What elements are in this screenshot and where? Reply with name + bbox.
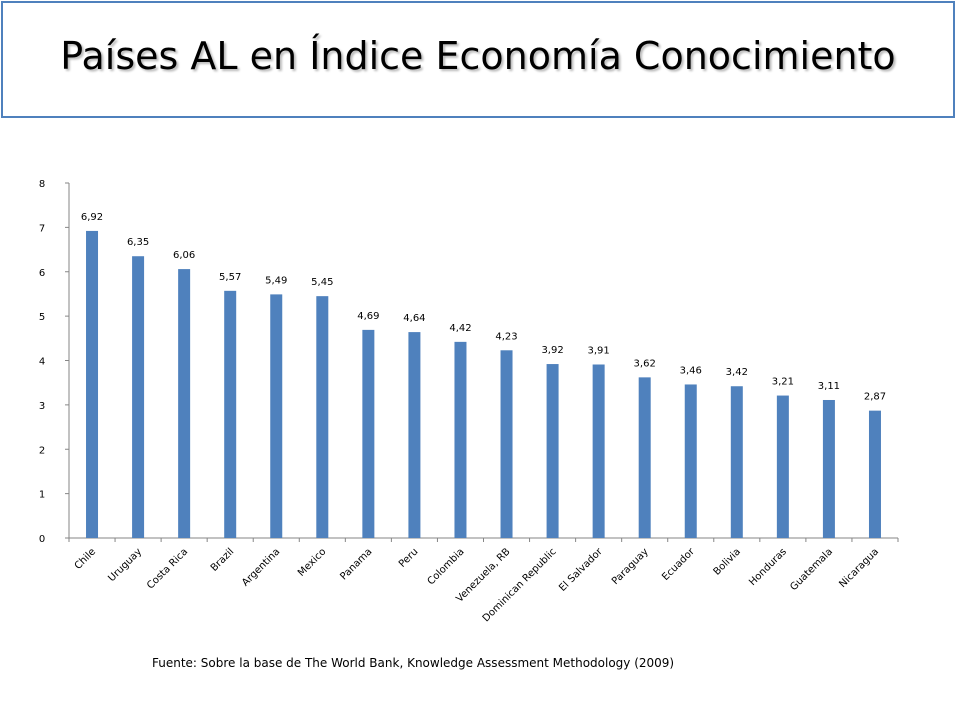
data-label-12: 3,62 bbox=[634, 358, 656, 369]
y-tick-label: 0 bbox=[39, 534, 45, 545]
bar-0 bbox=[86, 230, 99, 539]
bar-5 bbox=[316, 296, 329, 538]
bar-13 bbox=[684, 384, 697, 538]
bar-7 bbox=[408, 332, 421, 538]
bar-15 bbox=[776, 395, 789, 538]
x-tick-label-6: Panama bbox=[338, 546, 374, 582]
x-tick-label-14: Bolivia bbox=[712, 546, 743, 577]
data-label-5: 5,45 bbox=[311, 277, 333, 288]
bar-10 bbox=[546, 364, 559, 538]
page-title: Países AL en Índice Economía Conocimient… bbox=[60, 33, 896, 78]
data-label-13: 3,46 bbox=[680, 365, 702, 376]
bar-14 bbox=[730, 386, 743, 538]
bar-12 bbox=[638, 377, 651, 538]
bar-11 bbox=[592, 364, 605, 538]
y-tick-label: 6 bbox=[39, 268, 45, 279]
y-tick-label: 8 bbox=[39, 179, 45, 190]
bar-chart: 0 1 2 3 4 5 6 7 8 6,92 Chile 6,35 Uruguay 6,06 Costa R… bbox=[39, 179, 899, 624]
data-label-3: 5,57 bbox=[219, 272, 241, 283]
x-tick-label-12: Paraguay bbox=[610, 546, 651, 587]
y-tick-label: 2 bbox=[39, 445, 45, 456]
bar-8 bbox=[454, 341, 467, 538]
x-tick-label-17: Nicaragua bbox=[837, 546, 881, 590]
data-label-11: 3,91 bbox=[588, 345, 610, 356]
y-tick-label: 4 bbox=[39, 357, 45, 368]
x-tick-label-11: El Salvador bbox=[557, 546, 605, 594]
data-label-17: 2,87 bbox=[864, 392, 886, 403]
bar-1 bbox=[132, 256, 145, 538]
x-tick-label-2: Costa Rica bbox=[145, 546, 190, 591]
y-tick-label: 7 bbox=[39, 223, 45, 234]
data-label-1: 6,35 bbox=[127, 237, 149, 248]
data-label-4: 5,49 bbox=[265, 275, 287, 286]
x-tick-label-15: Honduras bbox=[747, 546, 789, 588]
data-label-7: 4,64 bbox=[403, 313, 425, 324]
bar-3 bbox=[224, 290, 237, 538]
x-tick-label-7: Peru bbox=[397, 546, 421, 570]
source-note: Fuente: Sobre la base de The World Bank,… bbox=[152, 656, 675, 670]
data-label-16: 3,11 bbox=[818, 381, 840, 392]
x-tick-label-0: Chile bbox=[73, 546, 98, 571]
data-label-8: 4,42 bbox=[449, 323, 471, 334]
x-tick-label-8: Colombia bbox=[426, 546, 467, 587]
y-tick-label: 5 bbox=[39, 312, 45, 323]
data-label-0: 6,92 bbox=[81, 212, 103, 223]
data-label-10: 3,92 bbox=[541, 345, 563, 356]
y-tick-label: 3 bbox=[39, 401, 45, 412]
data-label-6: 4,69 bbox=[357, 311, 379, 322]
bar-6 bbox=[362, 329, 375, 538]
bar-17 bbox=[868, 410, 881, 538]
x-tick-label-4: Argentina bbox=[240, 546, 282, 588]
bar-4 bbox=[270, 294, 283, 538]
x-tick-label-16: Guatemala bbox=[788, 546, 835, 593]
y-tick-label: 1 bbox=[39, 490, 45, 501]
bar-9 bbox=[500, 350, 513, 538]
x-tick-label-13: Ecuador bbox=[660, 546, 697, 583]
title-box: Países AL en Índice Economía Conocimient… bbox=[1, 1, 955, 118]
bar-16 bbox=[822, 399, 835, 538]
data-label-15: 3,21 bbox=[772, 377, 794, 388]
data-label-2: 6,06 bbox=[173, 250, 195, 261]
bar-2 bbox=[178, 269, 191, 538]
x-tick-label-1: Uruguay bbox=[106, 546, 144, 584]
x-tick-label-5: Mexico bbox=[296, 546, 328, 578]
data-label-14: 3,42 bbox=[726, 367, 748, 378]
data-label-9: 4,23 bbox=[495, 331, 517, 342]
x-tick-label-3: Brazil bbox=[209, 546, 237, 574]
